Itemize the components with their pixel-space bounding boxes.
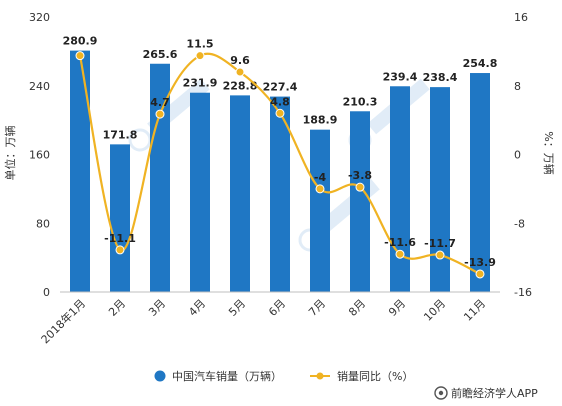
bar-data-label: 227.4 bbox=[263, 81, 298, 94]
line-point bbox=[435, 250, 445, 260]
bar-data-label: 265.6 bbox=[143, 48, 178, 61]
line-point bbox=[155, 109, 165, 119]
y-left-tick-label: 80 bbox=[36, 217, 50, 230]
y-axis-right-title: %：万辆 bbox=[542, 131, 556, 174]
line-data-label: -13.9 bbox=[464, 256, 496, 269]
y-left-tick-label: 240 bbox=[29, 80, 50, 93]
y-right-tick-label: 0 bbox=[514, 149, 521, 162]
line-data-label: -4 bbox=[314, 171, 327, 184]
line-data-label: -3.8 bbox=[348, 169, 372, 182]
legend-line-dot bbox=[316, 372, 324, 380]
line-point bbox=[315, 184, 325, 194]
footer-brand: 前瞻经济学人APP bbox=[434, 386, 538, 400]
line-point bbox=[235, 67, 245, 77]
bar-data-label: 188.9 bbox=[303, 114, 338, 127]
line-point bbox=[395, 249, 405, 259]
legend-bar-label: 中国汽车销量（万辆） bbox=[172, 369, 282, 383]
bar bbox=[110, 144, 130, 292]
bar bbox=[430, 87, 450, 292]
x-tick-label: 8月 bbox=[346, 297, 368, 319]
legend: 中国汽车销量（万辆） 销量同比（%） bbox=[154, 369, 413, 383]
x-tick-label: 2月 bbox=[106, 297, 128, 319]
y-axis-left-ticks: 0 80 160 240 320 bbox=[29, 11, 50, 299]
line-point bbox=[275, 108, 285, 118]
bar bbox=[70, 50, 90, 292]
y-right-tick-label: -8 bbox=[514, 217, 525, 230]
y-right-tick-label: 16 bbox=[514, 11, 528, 24]
x-tick-label: 11月 bbox=[461, 297, 488, 324]
x-tick-label: 5月 bbox=[226, 297, 248, 319]
bar-data-label: 254.8 bbox=[463, 57, 498, 70]
line-data-label: -11.7 bbox=[424, 237, 456, 250]
line-point bbox=[195, 51, 205, 61]
bar bbox=[190, 92, 210, 292]
bar bbox=[150, 63, 170, 292]
line-point bbox=[75, 51, 85, 61]
y-axis-right-ticks: -16 -8 0 8 16 bbox=[514, 11, 532, 299]
bar-data-label: 210.3 bbox=[343, 95, 378, 108]
line-data-label: -11.6 bbox=[384, 236, 416, 249]
line-data-label: 4.8 bbox=[270, 95, 290, 108]
line-data-label: 11.5 bbox=[186, 38, 213, 51]
y-left-tick-label: 0 bbox=[43, 286, 50, 299]
line-series bbox=[75, 51, 485, 279]
bar-data-label: 231.9 bbox=[183, 77, 218, 90]
bar bbox=[350, 111, 370, 292]
line-data-label: 4.7 bbox=[150, 96, 170, 109]
bar bbox=[310, 129, 330, 292]
x-tick-label: 9月 bbox=[386, 297, 408, 319]
y-left-tick-label: 160 bbox=[29, 149, 50, 162]
line-point bbox=[475, 269, 485, 279]
x-tick-label: 3月 bbox=[146, 297, 168, 319]
brand-logo-icon bbox=[434, 386, 448, 400]
x-tick-label: 10月 bbox=[421, 297, 448, 324]
footer-source: 前瞻经济学人APP bbox=[451, 386, 538, 400]
bar bbox=[390, 86, 410, 292]
legend-bar-marker bbox=[154, 370, 166, 382]
y-left-tick-label: 320 bbox=[29, 11, 50, 24]
x-tick-label: 2018年1月 bbox=[38, 296, 88, 346]
line-point bbox=[115, 245, 125, 255]
line-data-label: 9.6 bbox=[230, 54, 250, 67]
line-data-label: -11.1 bbox=[104, 232, 136, 245]
x-axis-ticks: 2018年1月 2月 3月 4月 5月 6月 7月 8月 9月 10月 11月 bbox=[38, 296, 488, 346]
bar-data-label: 280.9 bbox=[63, 35, 98, 48]
bar-data-label: 171.8 bbox=[103, 128, 138, 141]
bar bbox=[470, 73, 490, 292]
x-tick-label: 6月 bbox=[266, 297, 288, 319]
bar-data-label: 228.8 bbox=[223, 79, 258, 92]
y-axis-left-title: 单位：万辆 bbox=[3, 126, 17, 181]
x-tick-label: 7月 bbox=[306, 297, 328, 319]
bar-data-label: 239.4 bbox=[383, 70, 418, 83]
bar-data-label: 238.4 bbox=[423, 71, 458, 84]
y-right-tick-label: -16 bbox=[514, 286, 532, 299]
bar-data-labels: 280.9 171.8 265.6 231.9 228.8 227.4 188.9 210.3… bbox=[63, 35, 498, 142]
bar bbox=[270, 96, 290, 292]
y-right-tick-label: 8 bbox=[514, 80, 521, 93]
bar bbox=[230, 95, 250, 292]
legend-line-label: 销量同比（%） bbox=[337, 369, 413, 383]
bar-series bbox=[70, 50, 490, 292]
line-point bbox=[355, 182, 365, 192]
x-tick-label: 4月 bbox=[186, 297, 208, 319]
line-data-labels: -11.1 4.7 11.5 9.6 4.8 -4 -3.8 -11.6 -11.7 -13.9 bbox=[104, 38, 496, 269]
